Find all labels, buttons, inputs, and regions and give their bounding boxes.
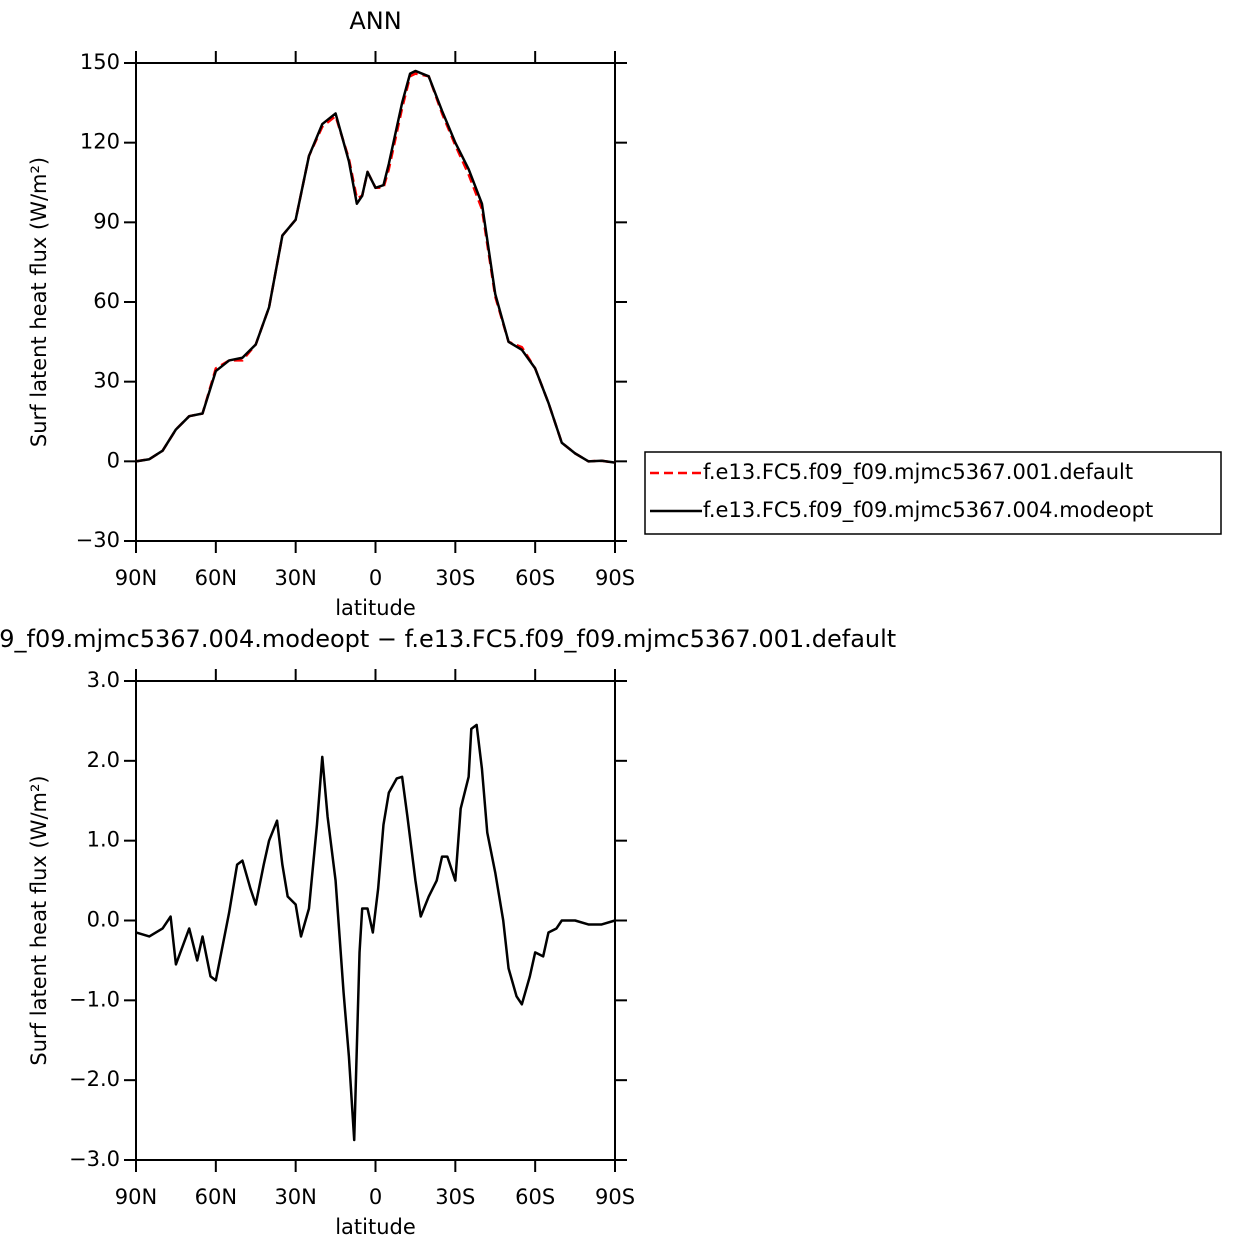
- x-axis-label: latitude: [335, 1215, 416, 1239]
- y-tick-label: 90: [93, 209, 120, 233]
- x-tick-label: 60S: [515, 566, 555, 590]
- x-tick-label: 90S: [595, 566, 635, 590]
- y-tick-label: 0: [107, 448, 120, 472]
- y-tick-label: 60: [93, 289, 120, 313]
- x-tick-label: 0: [369, 1185, 382, 1209]
- legend-label: f.e13.FC5.f09_f09.mjmc5367.001.default: [703, 460, 1133, 485]
- x-tick-label: 0: [369, 566, 382, 590]
- y-tick-label: −30: [76, 528, 120, 552]
- y-tick-label: 2.0: [87, 748, 120, 772]
- plot-frame: [135, 62, 616, 542]
- y-axis-label: Surf latent heat flux (W/m²): [27, 157, 51, 447]
- legend-box: [644, 451, 1222, 535]
- x-tick-label: 60N: [195, 566, 237, 590]
- x-tick-label: 30N: [274, 566, 316, 590]
- y-axis-label: Surf latent heat flux (W/m²): [27, 775, 51, 1065]
- y-tick-label: −1.0: [69, 987, 120, 1011]
- x-tick-label: 30S: [435, 1185, 475, 1209]
- y-tick-label: 3.0: [87, 668, 120, 692]
- y-tick-label: −3.0: [69, 1147, 120, 1171]
- x-tick-label: 90N: [115, 1185, 157, 1209]
- y-tick-label: −2.0: [69, 1067, 120, 1091]
- x-tick-label: 90S: [595, 1185, 635, 1209]
- x-tick-label: 60N: [195, 1185, 237, 1209]
- x-tick-label: 60S: [515, 1185, 555, 1209]
- y-tick-label: 30: [93, 369, 120, 393]
- chart-title: ANN: [349, 7, 401, 35]
- y-tick-label: 1.0: [87, 828, 120, 852]
- y-tick-label: 0.0: [87, 908, 120, 932]
- legend-label: f.e13.FC5.f09_f09.mjmc5367.004.modeopt: [703, 498, 1153, 523]
- series-line: [135, 69, 616, 464]
- series-line: [135, 723, 616, 1142]
- x-tick-label: 30S: [435, 566, 475, 590]
- x-tick-label: 90N: [115, 566, 157, 590]
- y-tick-label: 150: [80, 50, 120, 74]
- x-tick-label: 30N: [274, 1185, 316, 1209]
- series-line: [135, 72, 616, 464]
- chart-title: f.e13.FC5.f09_f09.mjmc5367.004.modeopt −…: [0, 625, 896, 653]
- x-axis-label: latitude: [335, 596, 416, 620]
- y-tick-label: 120: [80, 130, 120, 154]
